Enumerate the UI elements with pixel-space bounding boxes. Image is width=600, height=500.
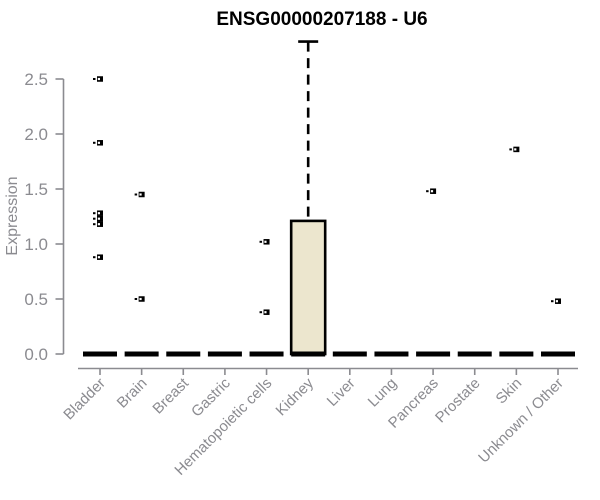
outlier-point-hole: [97, 77, 100, 81]
y-tick-label: 2.0: [24, 125, 48, 144]
zero-bar-unknown-other: [541, 351, 575, 357]
x-tick-label: Bladder: [60, 375, 109, 424]
outlier-dash: [93, 212, 96, 215]
x-tick-label: Skin: [493, 375, 526, 408]
y-tick-label: 1.0: [24, 235, 48, 254]
zero-bar-skin: [499, 351, 534, 357]
outlier-dash: [134, 298, 138, 300]
box-rect-kidney: [289, 219, 327, 356]
outlier-dash: [93, 217, 96, 220]
outlier-dash: [259, 311, 263, 314]
outlier-point-hole: [430, 190, 434, 193]
outlier-point-hole: [555, 300, 558, 303]
outlier-point-hole: [139, 297, 142, 301]
zero-bar-liver: [332, 351, 367, 357]
outlier-dash: [93, 223, 96, 226]
outlier-point-hole: [97, 217, 100, 220]
median-line-kidney: [291, 351, 326, 357]
zero-bar-gastric: [207, 351, 242, 357]
x-tick-label: Brain: [114, 375, 151, 412]
y-axis-title: Expression: [4, 176, 21, 255]
outlier-dash: [93, 141, 96, 144]
zero-bar-brain: [124, 351, 159, 357]
y-tick-label: 1.5: [24, 180, 48, 199]
outlier-point-hole: [514, 148, 517, 151]
zero-bar-bladder: [83, 351, 117, 357]
outlier-dash: [93, 78, 96, 80]
y-tick-label: 0.5: [24, 290, 48, 309]
outlier-dash: [259, 240, 263, 243]
y-tick-label: 0.0: [24, 345, 48, 364]
outlier-point-hole: [97, 223, 100, 226]
zero-bar-lung: [374, 351, 409, 357]
outlier-point-hole: [97, 141, 100, 144]
zero-bar-pancreas: [416, 351, 451, 357]
outlier-point-hole: [264, 240, 267, 243]
outlier-dash: [551, 300, 554, 303]
outlier-point-hole: [97, 212, 100, 215]
zero-bar-breast: [166, 351, 201, 357]
x-tick-label: Lung: [365, 375, 401, 411]
x-tick-label: Breast: [149, 374, 192, 417]
zero-bar-hematopoietic-cells: [249, 351, 284, 357]
outlier-point-hole: [264, 311, 267, 314]
outlier-dash: [93, 256, 96, 259]
zero-bar-prostate: [457, 351, 492, 357]
outlier-dash: [509, 148, 512, 151]
outlier-point-hole: [97, 256, 100, 259]
outlier-dash: [134, 193, 138, 196]
x-tick-label: Prostate: [432, 375, 484, 427]
x-tick-label: Liver: [324, 375, 359, 410]
y-tick-label: 2.5: [24, 70, 48, 89]
outlier-point-hole: [139, 193, 142, 196]
x-tick-label: Kidney: [273, 374, 318, 419]
chart-title: ENSG00000207188 - U6: [216, 9, 427, 30]
outlier-dash: [426, 190, 429, 193]
